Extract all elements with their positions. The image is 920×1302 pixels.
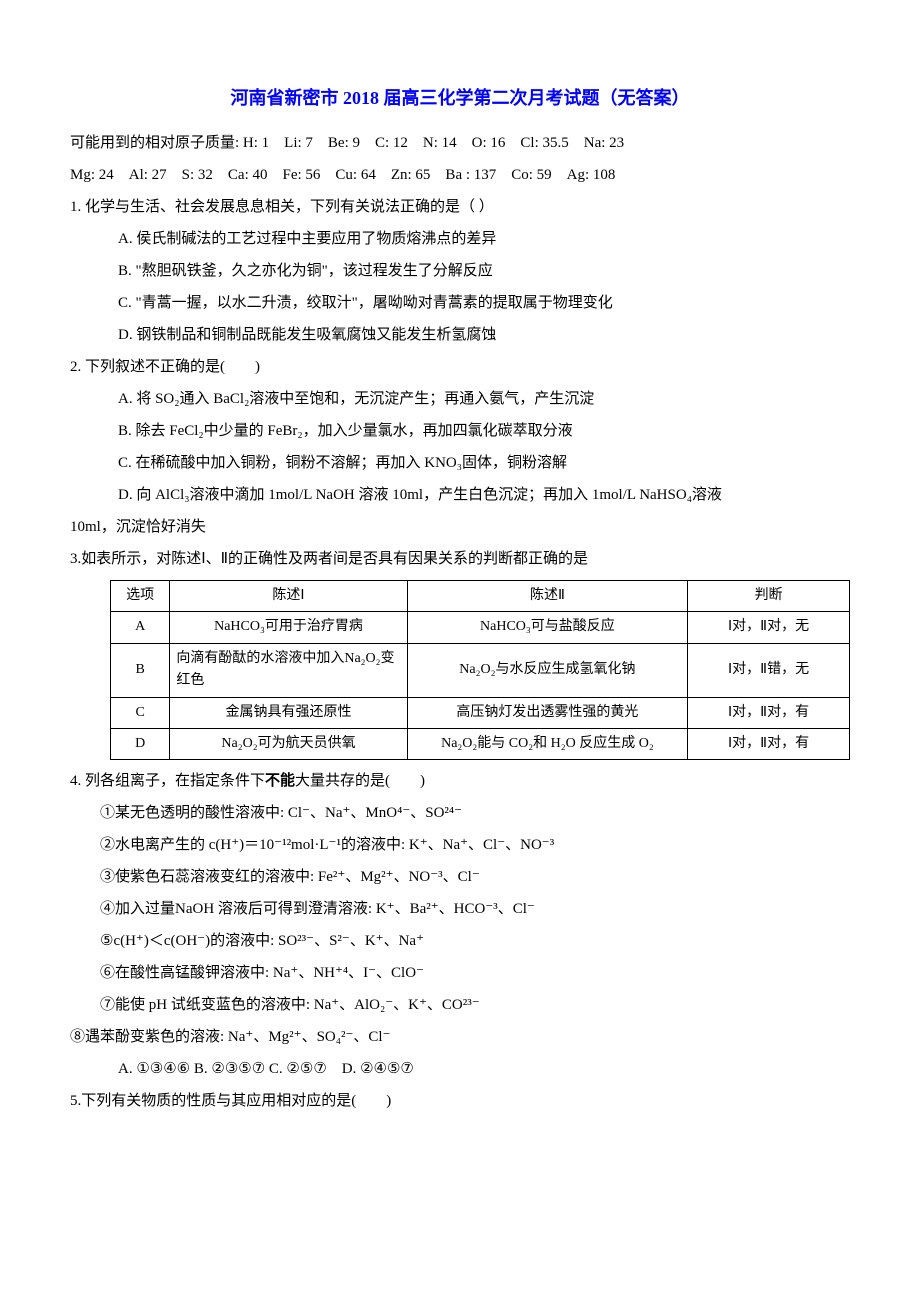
q2-option-d-line2: 10ml，沉淀恰好消失 — [70, 512, 850, 542]
q4-item-1: ①某无色透明的酸性溶液中: Cl⁻、Na⁺、MnO⁴⁻、SO²⁴⁻ — [70, 798, 850, 828]
cell-s1: NaHCO₃可用于治疗胃病 — [170, 612, 407, 643]
q4-item-4: ④加入过量NaOH 溶液后可得到澄清溶液: K⁺、Ba²⁺、HCO⁻³、Cl⁻ — [70, 894, 850, 924]
cell-opt: A — [111, 612, 170, 643]
q1-option-a: A. 侯氏制碱法的工艺过程中主要应用了物质熔沸点的差异 — [70, 224, 850, 254]
cell-s2: 高压钠灯发出透雾性强的黄光 — [407, 697, 687, 728]
atomic-mass-line1: 可能用到的相对原子质量: H: 1 Li: 7 Be: 9 C: 12 N: 1… — [70, 128, 850, 158]
q1-option-d: D. 钢铁制品和铜制品既能发生吸氧腐蚀又能发生析氢腐蚀 — [70, 320, 850, 350]
q4-item-6: ⑥在酸性高锰酸钾溶液中: Na⁺、NH⁺⁴、I⁻、ClO⁻ — [70, 958, 850, 988]
q2-option-c: C. 在稀硫酸中加入铜粉，铜粉不溶解；再加入 KNO₃固体，铜粉溶解 — [70, 448, 850, 478]
table-header-row: 选项 陈述Ⅰ 陈述Ⅱ 判断 — [111, 581, 850, 612]
q1-option-b: B. "熬胆矾铁釜，久之亦化为铜"，该过程发生了分解反应 — [70, 256, 850, 286]
th-statement2: 陈述Ⅱ — [407, 581, 687, 612]
table-row: B 向滴有酚酞的水溶液中加入Na₂O₂变红色 Na₂O₂与水反应生成氢氧化钠 Ⅰ… — [111, 643, 850, 697]
q4-options: A. ①③④⑥ B. ②③⑤⑦ C. ②⑤⑦ D. ②④⑤⑦ — [70, 1054, 850, 1084]
cell-s2: Na₂O₂能与 CO₂和 H₂O 反应生成 O₂ — [407, 728, 687, 759]
q1-option-c: C. "青蒿一握，以水二升渍，绞取汁"，屠呦呦对青蒿素的提取属于物理变化 — [70, 288, 850, 318]
th-judgement: 判断 — [688, 581, 850, 612]
cell-s2: Na₂O₂与水反应生成氢氧化钠 — [407, 643, 687, 697]
cell-judge: Ⅰ对，Ⅱ对，有 — [688, 697, 850, 728]
table-row: A NaHCO₃可用于治疗胃病 NaHCO₃可与盐酸反应 Ⅰ对，Ⅱ对，无 — [111, 612, 850, 643]
cell-s1: 金属钠具有强还原性 — [170, 697, 407, 728]
q3-table: 选项 陈述Ⅰ 陈述Ⅱ 判断 A NaHCO₃可用于治疗胃病 NaHCO₃可与盐酸… — [110, 580, 850, 760]
cell-judge: Ⅰ对，Ⅱ对，有 — [688, 728, 850, 759]
q2-option-d-line1: D. 向 AlCl₃溶液中滴加 1mol/L NaOH 溶液 10ml，产生白色… — [70, 480, 850, 510]
th-statement1: 陈述Ⅰ — [170, 581, 407, 612]
q4-item-5: ⑤c(H⁺)＜c(OH⁻)的溶液中: SO²³⁻、S²⁻、K⁺、Na⁺ — [70, 926, 850, 956]
q5-stem: 5.下列有关物质的性质与其应用相对应的是( ) — [70, 1086, 850, 1116]
cell-opt: C — [111, 697, 170, 728]
table-row: D Na₂O₂可为航天员供氧 Na₂O₂能与 CO₂和 H₂O 反应生成 O₂ … — [111, 728, 850, 759]
q2-option-a: A. 将 SO₂通入 BaCl₂溶液中至饱和，无沉淀产生；再通入氨气，产生沉淀 — [70, 384, 850, 414]
table-row: C 金属钠具有强还原性 高压钠灯发出透雾性强的黄光 Ⅰ对，Ⅱ对，有 — [111, 697, 850, 728]
q4-item-8: ⑧遇苯酚变紫色的溶液: Na⁺、Mg²⁺、SO₄²⁻、Cl⁻ — [70, 1022, 850, 1052]
cell-judge: Ⅰ对，Ⅱ错，无 — [688, 643, 850, 697]
cell-opt: D — [111, 728, 170, 759]
q1-stem: 1. 化学与生活、社会发展息息相关，下列有关说法正确的是（ ） — [70, 192, 850, 222]
cell-s1: Na₂O₂可为航天员供氧 — [170, 728, 407, 759]
cell-s1: 向滴有酚酞的水溶液中加入Na₂O₂变红色 — [170, 643, 407, 697]
bold-text: 不能 — [265, 773, 295, 789]
q4-item-3: ③使紫色石蕊溶液变红的溶液中: Fe²⁺、Mg²⁺、NO⁻³、Cl⁻ — [70, 862, 850, 892]
q2-stem: 2. 下列叙述不正确的是( ) — [70, 352, 850, 382]
q2-option-b: B. 除去 FeCl₂中少量的 FeBr₂，加入少量氯水，再加四氯化碳萃取分液 — [70, 416, 850, 446]
page-title: 河南省新密市 2018 届高三化学第二次月考试题（无答案） — [70, 80, 850, 116]
q3-stem: 3.如表所示，对陈述Ⅰ、Ⅱ的正确性及两者间是否具有因果关系的判断都正确的是 — [70, 544, 850, 574]
atomic-mass-line2: Mg: 24 Al: 27 S: 32 Ca: 40 Fe: 56 Cu: 64… — [70, 160, 850, 190]
cell-opt: B — [111, 643, 170, 697]
th-option: 选项 — [111, 581, 170, 612]
cell-s2: NaHCO₃可与盐酸反应 — [407, 612, 687, 643]
q4-item-7: ⑦能使 pH 试纸变蓝色的溶液中: Na⁺、AlO₂⁻、K⁺、CO²³⁻ — [70, 990, 850, 1020]
q4-item-2: ②水电离产生的 c(H⁺)＝10⁻¹²mol·L⁻¹的溶液中: K⁺、Na⁺、C… — [70, 830, 850, 860]
q4-stem: 4. 列各组离子，在指定条件下不能大量共存的是( ) — [70, 766, 850, 796]
cell-judge: Ⅰ对，Ⅱ对，无 — [688, 612, 850, 643]
